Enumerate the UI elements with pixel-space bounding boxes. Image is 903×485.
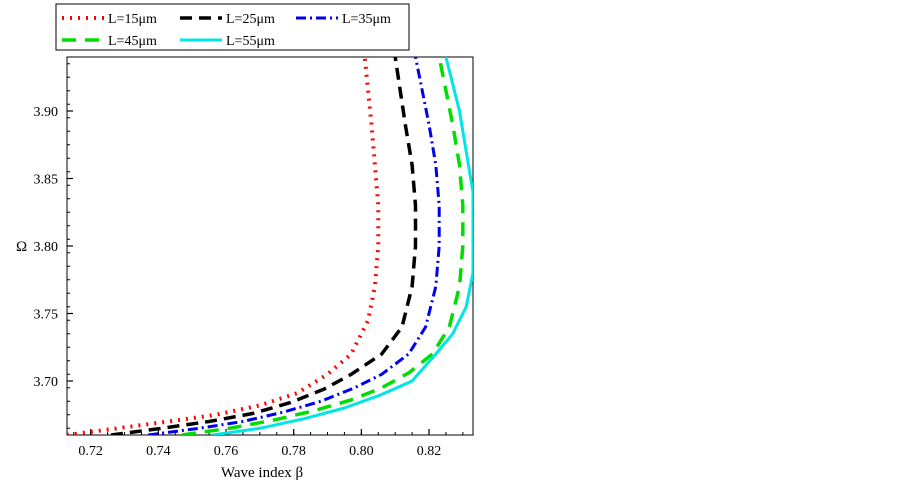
x-tick-label: 0.74 [146,444,171,459]
legend: L=15μm L=25μm L=35μm L=45μm L=55μm [55,3,410,51]
axes: 0.72 0.74 0.76 0.78 0.80 0.82 3.70 3.75 3.80 3.85… [34,56,474,459]
y-tick-label: 3.85 [34,173,59,188]
legend-label-4: L=45μm [108,34,157,49]
plot-frame [66,56,474,436]
series-line-3 [148,57,441,435]
x-tick-label: 0.78 [281,444,306,459]
y-tick-label: 3.80 [34,240,59,255]
x-tick-label: 0.82 [417,444,442,459]
x-tick-label: 0.80 [349,444,374,459]
y-tick-label: 3.75 [34,308,59,323]
series-line-5 [212,57,473,435]
x-tick-label: 0.72 [78,444,103,459]
x-axis-label: Wave index β [221,465,303,481]
series-line-4 [181,57,465,435]
legend-label-2: L=25μm [226,12,275,27]
legend-label-1: L=15μm [108,12,157,27]
legend-label-5: L=55μm [226,34,275,49]
y-tick-label: 3.90 [34,105,59,120]
series-line-1 [67,57,381,435]
y-axis-label: Ω [16,239,27,255]
legend-box [55,3,410,51]
series-line-2 [110,57,418,435]
x-tick-label: 0.76 [214,444,239,459]
series-layer [67,57,473,435]
legend-label-3: L=35μm [342,12,391,27]
y-tick-label: 3.70 [34,375,59,390]
